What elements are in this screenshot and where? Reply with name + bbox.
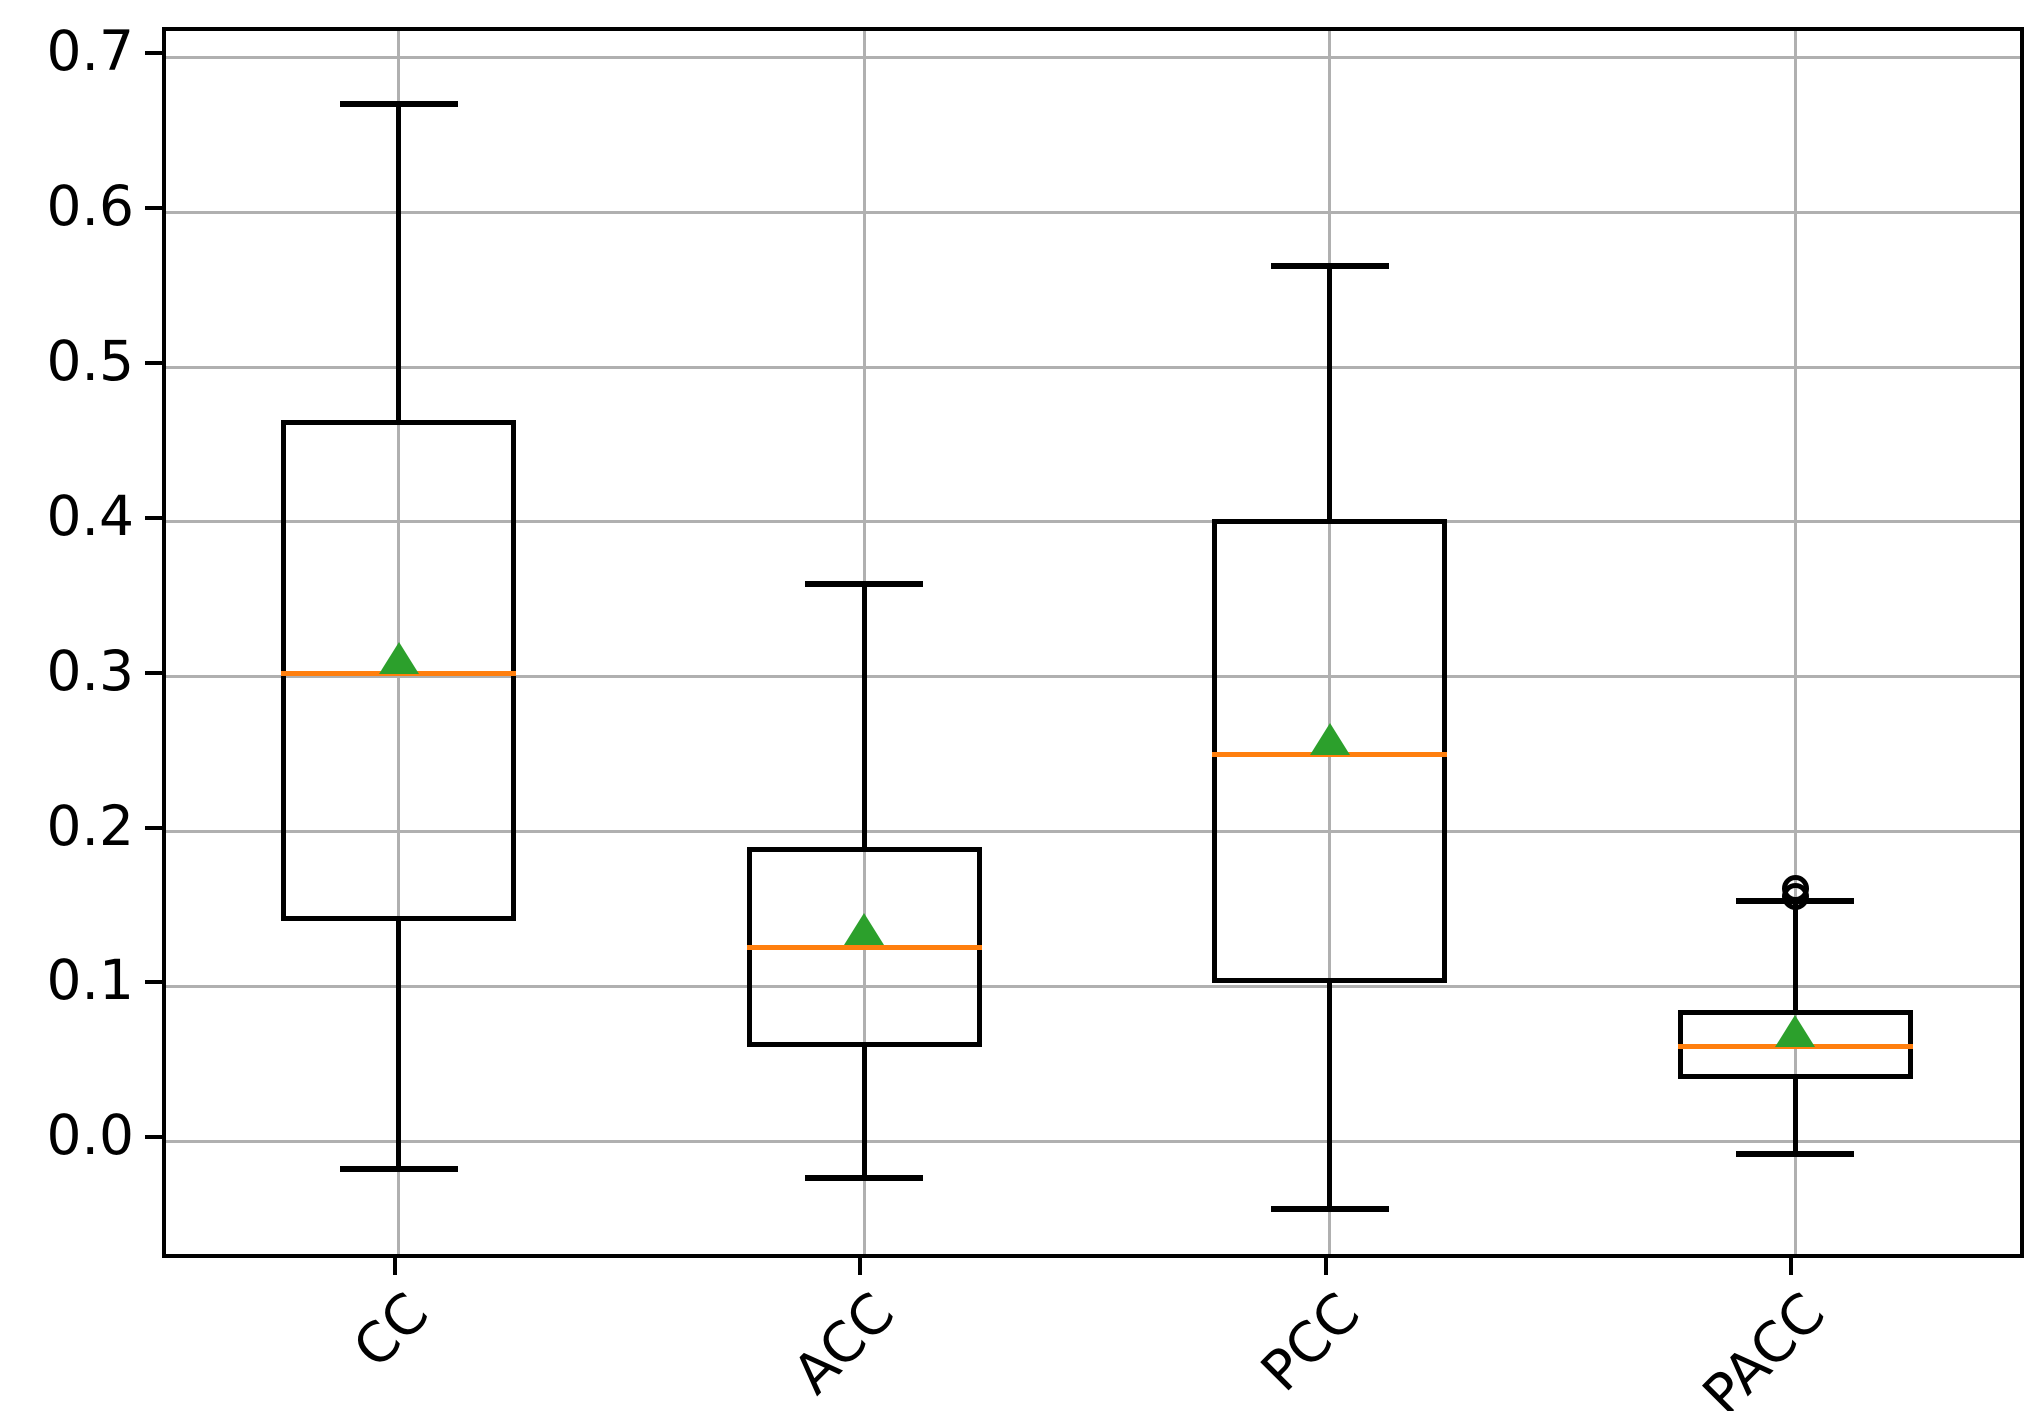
- y-tick-label: 0.1: [46, 948, 134, 1013]
- whisker-lower: [1792, 1079, 1798, 1154]
- y-tick-mark: [145, 515, 162, 520]
- y-tick-mark: [145, 1135, 162, 1140]
- gridline-horizontal: [166, 55, 2020, 59]
- box-cc: [166, 31, 2020, 1254]
- y-tick-label: 0.3: [46, 638, 134, 703]
- x-tick-label-cc: CC: [340, 1280, 441, 1381]
- gridline-vertical: [1793, 31, 1797, 1254]
- y-tick-label: 0.7: [46, 19, 134, 84]
- mean-marker: [1775, 1015, 1816, 1048]
- whisker-upper: [1792, 901, 1798, 1010]
- y-tick-mark: [145, 361, 162, 365]
- gridline-horizontal: [166, 984, 2020, 988]
- gridline-horizontal: [166, 520, 2020, 524]
- whisker-cap-upper: [339, 100, 458, 107]
- y-tick-mark: [145, 980, 162, 985]
- y-tick-mark: [145, 825, 162, 830]
- outlier-marker: [1781, 883, 1809, 911]
- y-tick-mark: [145, 51, 162, 56]
- box-pcc: [166, 31, 2020, 1254]
- x-tick-mark: [1789, 1258, 1794, 1275]
- whisker-cap-lower: [1736, 1150, 1855, 1157]
- box-pacc: [166, 31, 2020, 1254]
- median-line: [746, 945, 982, 951]
- gridline-horizontal: [166, 365, 2020, 369]
- x-tick-mark: [858, 1258, 863, 1275]
- box-acc: [166, 31, 2020, 1254]
- box-rect: [1212, 518, 1448, 984]
- box-rect: [281, 419, 517, 922]
- whisker-lower: [1327, 983, 1333, 1210]
- y-tick-mark: [145, 206, 162, 211]
- mean-marker: [378, 642, 419, 675]
- whisker-cap-upper: [805, 580, 924, 587]
- plot-area: [162, 27, 2024, 1258]
- y-tick-label: 0.6: [46, 174, 134, 239]
- y-tick-label: 0.5: [46, 329, 134, 393]
- whisker-upper: [396, 103, 402, 420]
- x-tick-mark: [1323, 1258, 1328, 1275]
- whisker-cap-upper: [1270, 263, 1389, 270]
- whisker-lower: [396, 921, 402, 1170]
- whisker-upper: [1327, 266, 1333, 519]
- y-tick-label: 0.2: [46, 793, 134, 858]
- whisker-cap-lower: [339, 1166, 458, 1173]
- mean-marker: [844, 913, 885, 946]
- mean-marker: [1309, 722, 1350, 755]
- whisker-lower: [861, 1046, 867, 1179]
- whisker-cap-lower: [805, 1175, 924, 1182]
- gridline-horizontal: [166, 675, 2020, 679]
- whisker-upper: [861, 583, 867, 847]
- gridline-vertical: [1328, 31, 1332, 1254]
- x-tick-label-pcc: PCC: [1248, 1280, 1372, 1404]
- x-tick-mark: [392, 1258, 397, 1275]
- y-tick-mark: [145, 670, 162, 675]
- y-tick-label: 0.4: [46, 483, 134, 548]
- gridline-horizontal: [166, 830, 2020, 834]
- gridline-horizontal: [166, 1139, 2020, 1143]
- x-tick-label-acc: ACC: [780, 1280, 907, 1406]
- x-tick-label-pacc: PACC: [1690, 1280, 1838, 1411]
- gridline-horizontal: [166, 210, 2020, 214]
- y-tick-label: 0.0: [46, 1103, 134, 1168]
- whisker-cap-lower: [1270, 1206, 1389, 1213]
